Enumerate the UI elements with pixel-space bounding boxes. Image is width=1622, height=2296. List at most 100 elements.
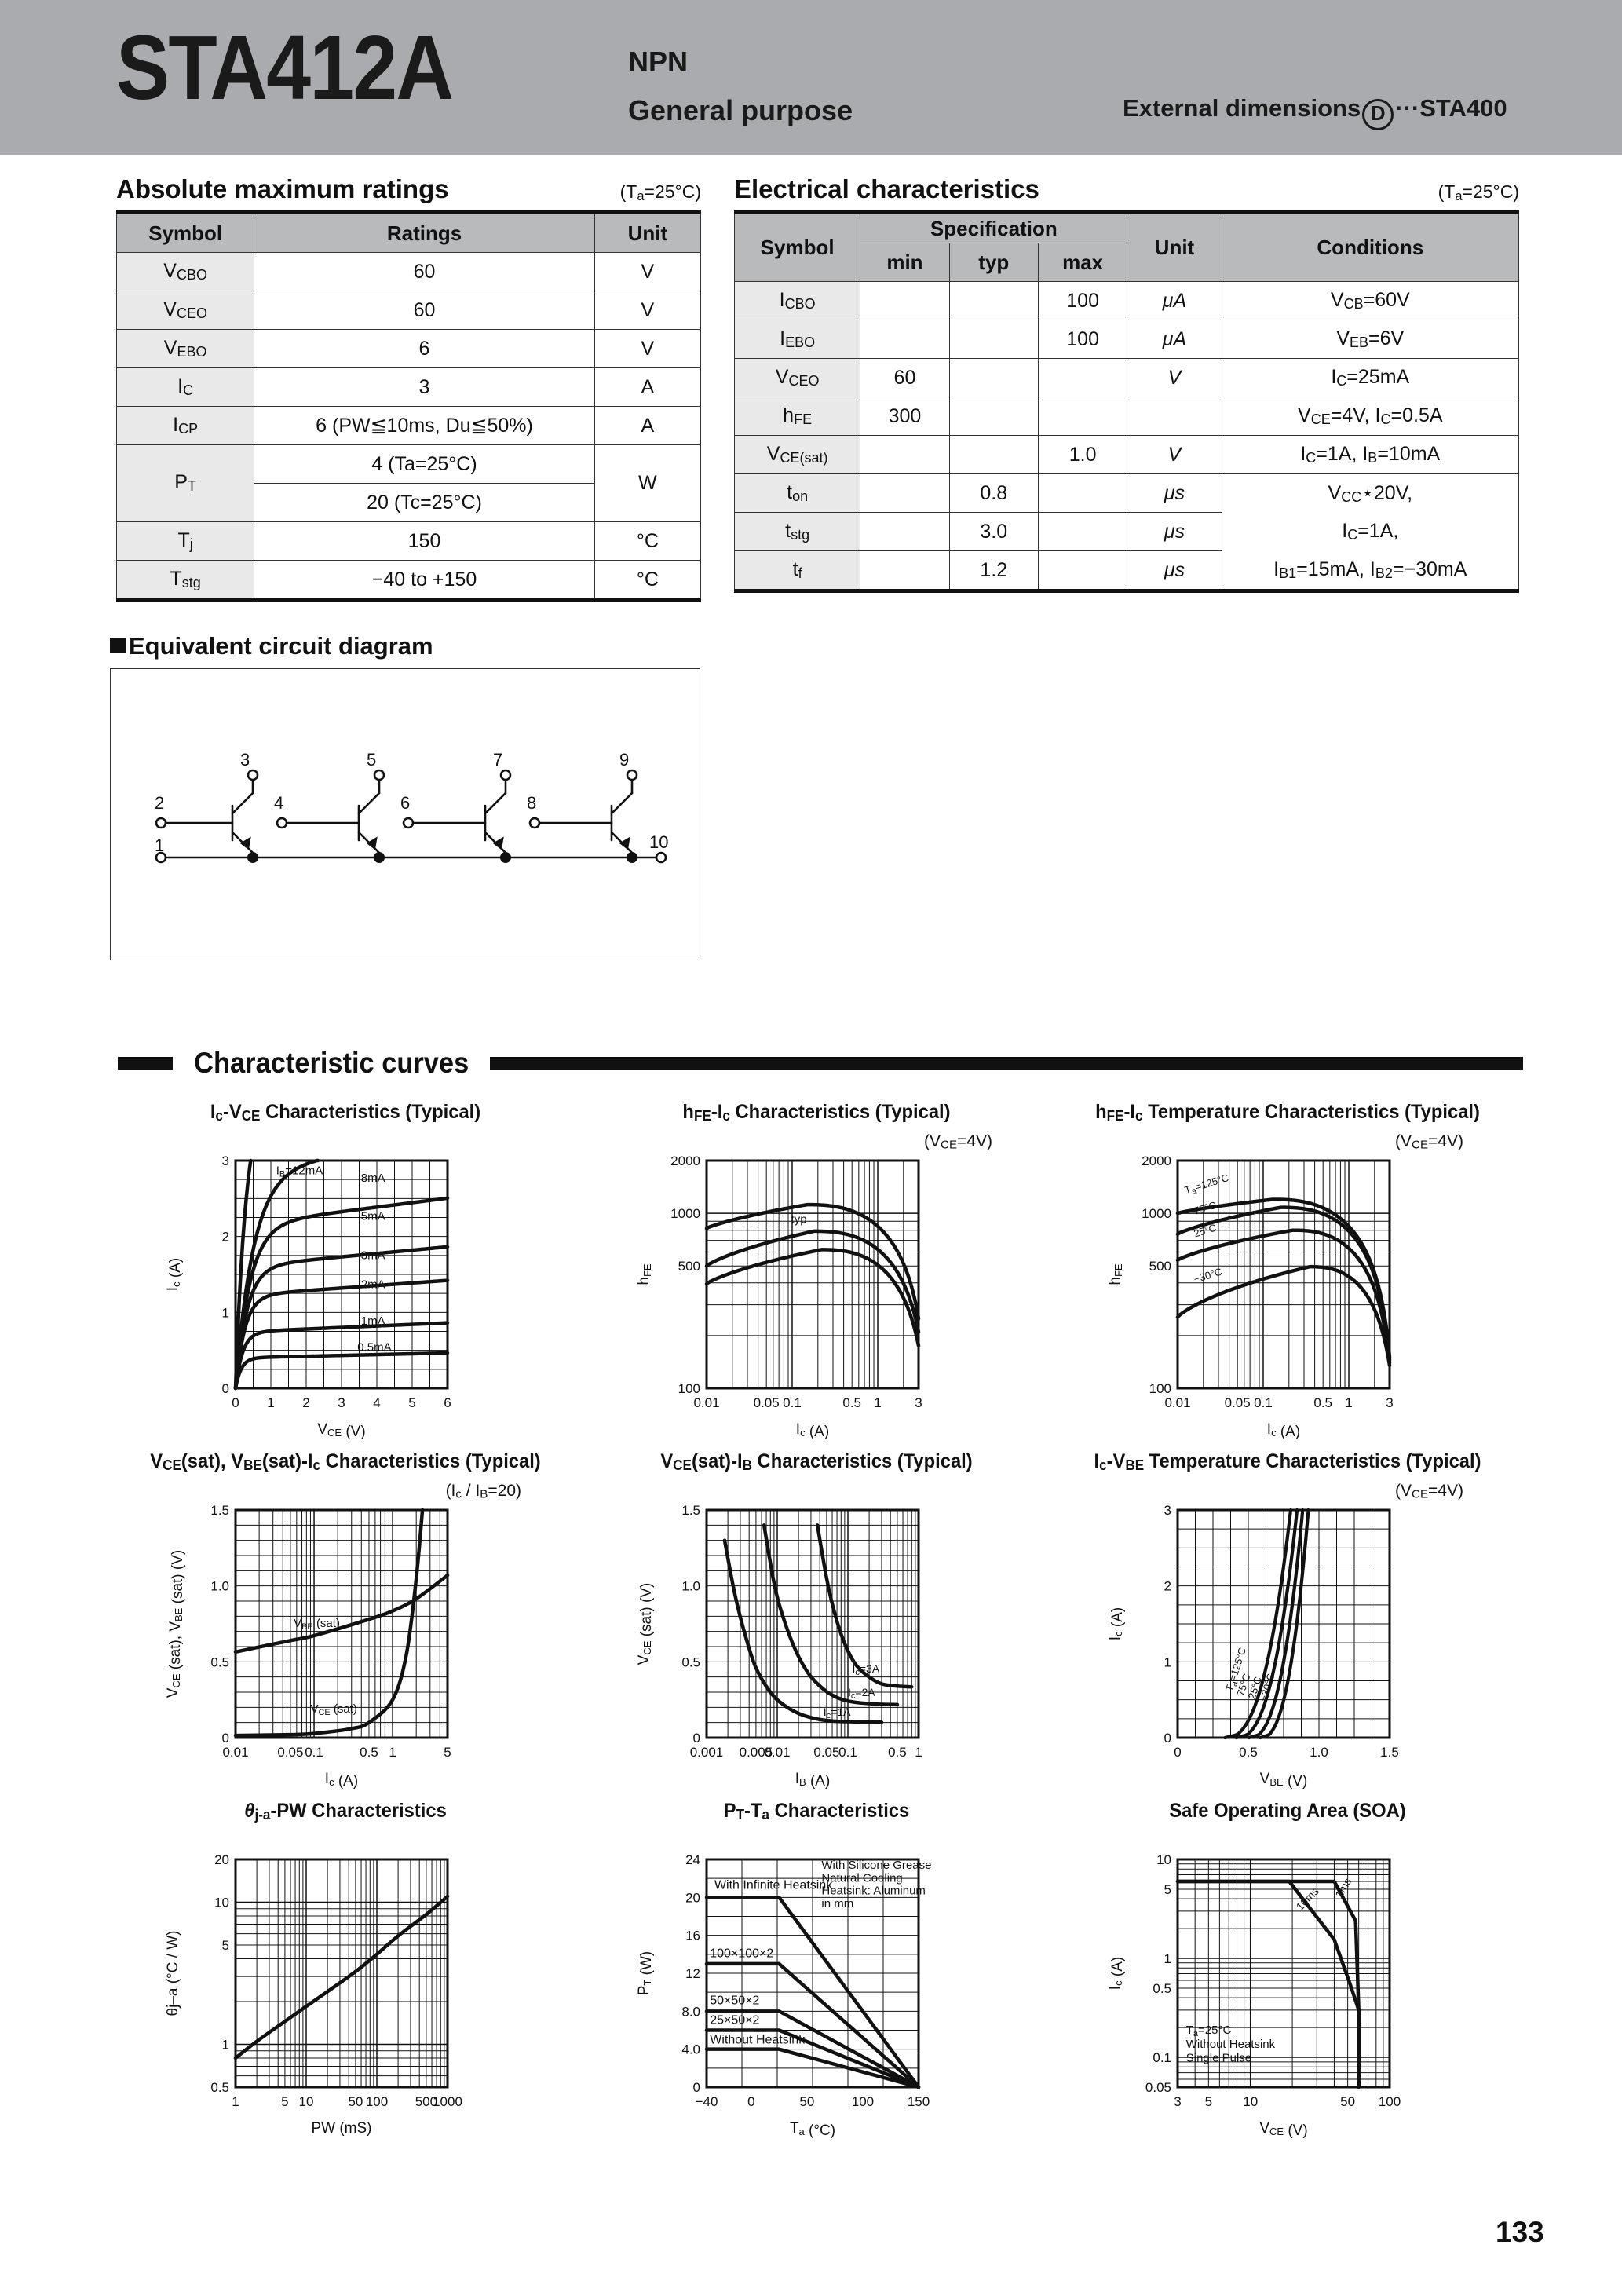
series-label: Without Heatsink bbox=[710, 2033, 806, 2046]
equivalent-circuit-svg: 2 1 10 3 5 4 7 6 9 8 bbox=[155, 750, 668, 864]
cell-rating: 150 bbox=[254, 521, 595, 561]
x-tick: 0.05 bbox=[277, 1745, 303, 1760]
y-tick: 20 bbox=[214, 1852, 229, 1867]
x-tick: 0 bbox=[232, 1395, 239, 1410]
cell-max bbox=[1037, 550, 1128, 593]
table-row: ton 0.8 μs VCC⋆20V, bbox=[733, 473, 1520, 513]
cell-symbol: VCEO bbox=[733, 358, 861, 397]
y-axis-label: hFE bbox=[1107, 1263, 1124, 1285]
x-tick: 5 bbox=[444, 1745, 451, 1760]
cell-symbol: ton bbox=[733, 473, 861, 513]
series-label: With Infinite Heatsink bbox=[714, 1878, 833, 1892]
chart-plot-area: −40 0 50 100 150 0 4.0 8.0 12 16 20 24 Ta (°C) PT (W)… bbox=[581, 1830, 1052, 2148]
series-label: Ta=25°C bbox=[1186, 2024, 1232, 2038]
curves bbox=[1175, 1197, 1392, 1368]
cell-unit: μs bbox=[1127, 473, 1222, 513]
curve bbox=[1234, 1508, 1299, 1740]
x-tick: 4 bbox=[373, 1395, 380, 1410]
chart-plot-area: 0.01 0.05 0.1 0.5 1 3 100 500 1000 2000 Ic (A) hFE t… bbox=[581, 1131, 1052, 1449]
y-tick: 1 bbox=[222, 1305, 229, 1320]
chart-condition: (VCE=4V) bbox=[924, 1132, 992, 1152]
chart-title: Ic-VCE Characteristics (Typical) bbox=[210, 1101, 481, 1124]
y-tick: 12 bbox=[685, 1966, 700, 1981]
curve bbox=[1175, 1197, 1392, 1359]
x-tick: 5 bbox=[1205, 2094, 1212, 2109]
cell-symbol: VCE(sat) bbox=[733, 435, 861, 474]
pin-label: 4 bbox=[274, 793, 283, 813]
y-tick: 1000 bbox=[1142, 1206, 1171, 1221]
curve bbox=[233, 1508, 425, 1738]
series-label: With Silicone Grease bbox=[821, 1859, 931, 1872]
curve bbox=[233, 1158, 320, 1391]
bullet-square-icon bbox=[110, 638, 126, 653]
col-symbol: Symbol bbox=[733, 210, 861, 282]
x-tick: 0.01 bbox=[693, 1395, 719, 1410]
labels: 0.01 0.05 0.1 0.5 1 5 0 0.5 1.0 1.5 Ic (A) VCE (sat… bbox=[165, 1503, 451, 1790]
y-tick: 100 bbox=[678, 1381, 700, 1396]
pin-label: 2 bbox=[155, 793, 164, 813]
x-tick: 1.0 bbox=[1310, 1745, 1328, 1760]
table-row: hFE 300 VCE=4V, IC=0.5A bbox=[733, 397, 1520, 436]
x-tick: 0.05 bbox=[1225, 1395, 1251, 1410]
chart-plot-area: 0 0.5 1.0 1.5 0 1 2 3 VBE (V) Ic (A) Ta=125°C 75°C 2… bbox=[1052, 1480, 1523, 1798]
pin-label: 7 bbox=[493, 750, 502, 770]
chart-row: VCE(sat), VBE(sat)-Ic Characteristics (T… bbox=[110, 1449, 1523, 1798]
y-tick: 0 bbox=[222, 1731, 229, 1746]
absolute-maximum-ratings-section: Absolute maximum ratings (Ta=25°C) Symbo… bbox=[115, 174, 702, 602]
series-label: Without Heatsink bbox=[1186, 2038, 1276, 2051]
series-label: 1ms bbox=[1332, 1876, 1353, 1900]
chart-title: Ic-VBE Temperature Characteristics (Typi… bbox=[1094, 1450, 1481, 1474]
y-tick: 0.1 bbox=[1153, 2050, 1171, 2065]
pin-label: 10 bbox=[649, 832, 668, 852]
header-bar-right bbox=[490, 1056, 1523, 1070]
chart-row: Ic-VCE Characteristics (Typical) 0 1 2 3 4 5 6 0… bbox=[110, 1099, 1523, 1449]
x-tick: 2 bbox=[302, 1395, 309, 1410]
cell-min bbox=[860, 281, 950, 320]
x-tick: 0.5 bbox=[1313, 1395, 1332, 1410]
table-row: IC 3 A bbox=[115, 367, 702, 407]
table-row: tstg 3.0 μs IC=1A, bbox=[733, 512, 1520, 551]
cell-unit: A bbox=[594, 367, 702, 407]
x-axis-label: Ta (°C) bbox=[790, 2120, 835, 2139]
x-tick: 1 bbox=[874, 1395, 881, 1410]
cell-typ: 1.2 bbox=[948, 550, 1039, 593]
curves bbox=[722, 1523, 914, 1724]
grid bbox=[705, 1159, 920, 1390]
x-tick: 5 bbox=[281, 2094, 288, 2109]
chart-title: PT-Ta Characteristics bbox=[723, 1800, 910, 1823]
curve bbox=[233, 1894, 450, 2060]
table-row: ICP 6 (PW≦10ms, Du≦50%) A bbox=[115, 406, 702, 445]
series-label: 1mA bbox=[361, 1314, 385, 1328]
cell-conditions: IC=1A, IB=10mA bbox=[1221, 435, 1520, 474]
curve bbox=[1259, 1508, 1310, 1740]
y-tick: 2000 bbox=[670, 1153, 700, 1168]
cell-typ bbox=[948, 397, 1039, 436]
equivalent-circuit-title: Equivalent circuit diagram bbox=[110, 632, 707, 660]
cell-unit: V bbox=[594, 252, 702, 291]
curve bbox=[704, 1896, 921, 2089]
x-tick: 0.05 bbox=[754, 1395, 780, 1410]
y-tick: 1.0 bbox=[210, 1579, 229, 1594]
chart-plot-area: 3 5 10 50 100 0.05 0.1 0.5 1 5 10 VCE (V) Ic (A) 1ms 1… bbox=[1052, 1830, 1523, 2148]
table-row: IEBO 100 μA VEB=6V bbox=[733, 320, 1520, 359]
pin-label: 1 bbox=[155, 835, 164, 855]
table-header-row: Symbol Ratings Unit bbox=[115, 210, 702, 253]
cell-unit: μs bbox=[1127, 512, 1222, 551]
x-tick: 1 bbox=[915, 1745, 922, 1760]
chart-title: VCE(sat)-IB Characteristics (Typical) bbox=[660, 1450, 973, 1474]
curve bbox=[704, 2047, 921, 2089]
y-tick: 2000 bbox=[1142, 1153, 1171, 1168]
chart-condition: (VCE=4V) bbox=[1395, 1132, 1463, 1152]
y-tick: 3 bbox=[222, 1153, 229, 1168]
cell-max bbox=[1037, 358, 1128, 397]
curve bbox=[233, 1196, 450, 1391]
cell-conditions: VCC⋆20V, bbox=[1221, 473, 1520, 513]
x-axis-label: IB (A) bbox=[795, 1771, 831, 1790]
table-row: Tstg −40 to +150 °C bbox=[115, 560, 702, 602]
table-row: tf 1.2 μs IB1=15mA, IB2=−30mA bbox=[733, 550, 1520, 593]
grid bbox=[234, 1858, 449, 2089]
y-tick: 1 bbox=[1164, 1951, 1171, 1966]
labels: 0.01 0.05 0.1 0.5 1 3 100 500 1000 2000 Ic (A) hFE t… bbox=[636, 1153, 922, 1440]
